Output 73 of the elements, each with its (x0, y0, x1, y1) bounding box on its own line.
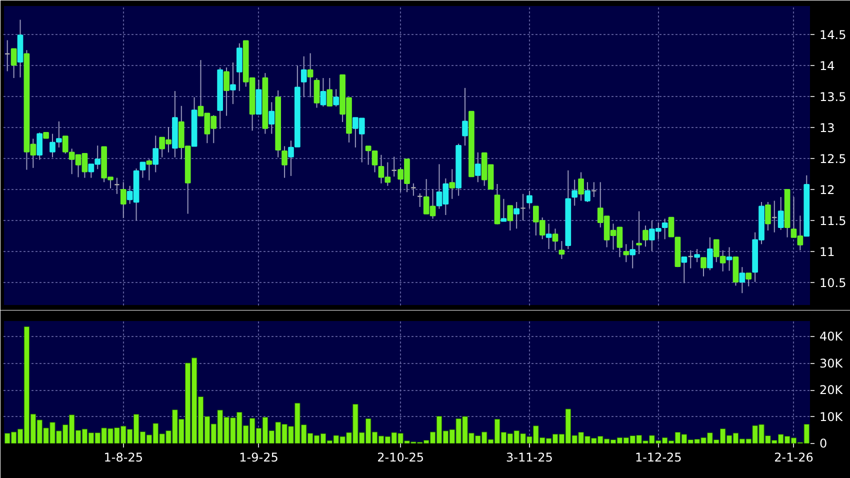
candlestick (320, 78, 326, 108)
candlestick (410, 182, 416, 196)
candlestick (500, 198, 507, 222)
candlestick (739, 266, 746, 294)
candlestick (578, 172, 584, 202)
candlestick (391, 156, 398, 178)
candlestick (546, 223, 552, 250)
y-tick-label: 10K (820, 410, 844, 424)
y-tick-label: 12.5 (820, 152, 846, 166)
y-tick-label: 12 (820, 183, 835, 198)
x-tick-label: 2-10-25 (377, 450, 424, 464)
candlestick (416, 192, 423, 208)
candlestick (462, 87, 468, 146)
candlestick (268, 102, 275, 134)
candlestick (765, 201, 771, 231)
candlestick (572, 179, 578, 206)
candlestick (140, 162, 146, 178)
candlestick (224, 66, 230, 116)
candlestick (120, 182, 126, 219)
candlestick (700, 257, 706, 277)
candlestick (4, 40, 10, 72)
x-tick-label: 1-9-25 (239, 450, 278, 464)
y-tick-label: 20K (820, 383, 844, 398)
y-tick-label: 11 (820, 245, 835, 260)
candlestick (662, 218, 668, 240)
candlestick (526, 190, 532, 209)
candlestick (507, 205, 514, 231)
y-tick-label: 10.5 (820, 276, 846, 290)
candlestick (746, 272, 752, 287)
y-tick-label: 14 (820, 59, 835, 74)
candlestick (230, 62, 236, 105)
candlestick (10, 48, 17, 79)
x-tick-label: 1-12-25 (634, 450, 682, 464)
candlestick (449, 168, 456, 200)
candlestick (282, 146, 288, 178)
x-tick-label: 2-1-26 (774, 450, 814, 464)
candlestick (771, 200, 778, 233)
candlestick (642, 225, 648, 248)
candlestick (630, 240, 636, 269)
candlestick (520, 193, 526, 222)
candlestick (326, 78, 333, 108)
candlestick (552, 228, 558, 251)
y-tick-label: 14.5 (820, 28, 846, 42)
candlestick (36, 132, 43, 160)
candlestick (681, 256, 688, 284)
y-tick-label: 11.5 (820, 214, 846, 228)
candlestick (307, 52, 314, 98)
candlestick (300, 56, 307, 98)
candlestick (114, 177, 120, 194)
candlestick (152, 135, 159, 173)
candlestick (236, 42, 242, 92)
candlestick (314, 78, 320, 108)
candlestick (636, 210, 642, 255)
candlestick (558, 240, 565, 260)
candlestick (146, 158, 152, 181)
candlestick (707, 236, 713, 271)
y-tick-label: 13 (820, 121, 835, 136)
candlestick (694, 248, 700, 263)
candlestick (688, 250, 694, 269)
candlestick (514, 201, 520, 230)
y-tick-label: 30K (820, 356, 844, 370)
candlestick (584, 182, 590, 202)
candlestick (778, 196, 784, 230)
x-tick-label: 3-11-25 (506, 450, 553, 464)
candlestick (474, 152, 481, 183)
x-tick-label: 1-8-25 (104, 450, 143, 464)
y-tick-label: 0 (820, 436, 828, 450)
candlestick (333, 88, 340, 108)
y-tick-label: 13.5 (820, 90, 846, 104)
candlestick (726, 246, 732, 272)
y-tick-label: 40K (820, 330, 844, 344)
candlestick (623, 244, 630, 263)
candlestick (591, 182, 597, 198)
